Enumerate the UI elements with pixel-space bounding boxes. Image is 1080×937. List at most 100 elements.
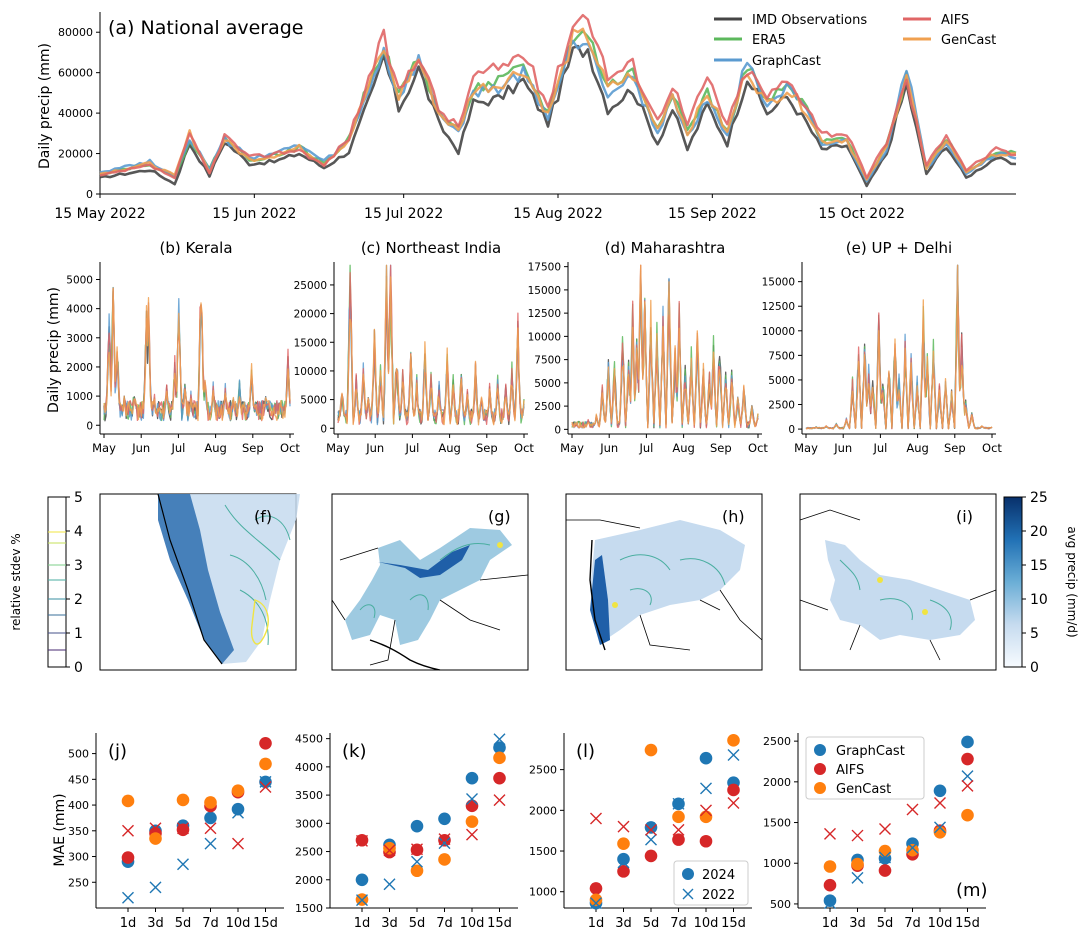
y-tick-label: 0 bbox=[86, 188, 93, 201]
x-tick-label: 15 Aug 2022 bbox=[513, 206, 603, 222]
map-g-northeast: (g) bbox=[331, 493, 529, 671]
relative-stdev-colorbar: 0 1 2 3 4 5 relative stdev % bbox=[9, 490, 83, 676]
y-tick-label: 12500 bbox=[528, 308, 561, 320]
point-graphcast-2024 bbox=[204, 811, 217, 825]
point-gencast-2024 bbox=[149, 832, 162, 845]
point-gencast-2024 bbox=[823, 860, 837, 873]
point-graphcast-2022 bbox=[824, 897, 836, 910]
colorbar-left-label: relative stdev % bbox=[9, 533, 23, 630]
stdev-hotspot bbox=[877, 577, 883, 583]
x-tick-label: 15d bbox=[955, 916, 980, 931]
x-tick-label: 15d bbox=[487, 916, 512, 931]
stdev-hotspot bbox=[922, 609, 928, 615]
series-line-gencast bbox=[571, 264, 759, 429]
point-graphcast-2022 bbox=[383, 878, 396, 891]
panel-k-plot-area: 1500 2000 2500 3000 3500 4000 4500 1d 3d 5d 7d 10d 1… bbox=[295, 733, 518, 931]
y-tick-label: 15000 bbox=[762, 277, 795, 289]
y-tick-label: 17500 bbox=[528, 262, 561, 274]
point-gencast-2024 bbox=[493, 751, 506, 765]
point-aifs-2024 bbox=[823, 878, 837, 892]
precip-field bbox=[590, 520, 745, 640]
legend-marker-aifs bbox=[814, 763, 826, 775]
y-tick-label: 5000 bbox=[66, 274, 93, 286]
map-f-kerala: (f) bbox=[99, 493, 300, 671]
point-gencast-2024 bbox=[121, 794, 135, 808]
x-tick-label: 5d bbox=[643, 916, 660, 931]
point-aifs-2022 bbox=[204, 822, 217, 835]
y-tick-label: 500 bbox=[68, 748, 89, 761]
point-gencast-2024 bbox=[589, 893, 603, 907]
point-aifs-2024 bbox=[493, 771, 506, 785]
x-tick-label: 7d bbox=[436, 916, 453, 931]
point-aifs-2022 bbox=[383, 844, 396, 857]
point-aifs-2022 bbox=[700, 804, 712, 817]
x-tick-label: Jun bbox=[365, 441, 384, 455]
point-aifs-2024 bbox=[438, 833, 451, 847]
x-tick-label: 5d bbox=[175, 916, 192, 931]
point-aifs-2024 bbox=[617, 865, 630, 878]
map-h-label: (h) bbox=[722, 507, 745, 526]
point-graphcast-2024 bbox=[410, 819, 424, 833]
colorbar-right-tick-label: 5 bbox=[1030, 626, 1039, 642]
y-tick-label: 20000 bbox=[58, 148, 93, 161]
point-gencast-2024 bbox=[878, 844, 892, 858]
panel-b-ylabel: Daily precip (mm) bbox=[46, 287, 62, 413]
x-tick-label: Sep bbox=[476, 441, 498, 455]
y-tick-label: 500 bbox=[770, 898, 791, 911]
point-graphcast-2024 bbox=[933, 784, 947, 798]
point-aifs-2024 bbox=[672, 833, 685, 846]
point-aifs-2024 bbox=[644, 849, 658, 863]
point-graphcast-2024 bbox=[231, 802, 245, 816]
panel-d-plot-area: 0 2500 5000 7500 10000 12500 15000 17500 May Jun J… bbox=[528, 262, 769, 455]
point-graphcast-2022 bbox=[879, 851, 891, 864]
colorbar-left-tick-label: 5 bbox=[74, 490, 83, 506]
point-graphcast-2022 bbox=[672, 797, 685, 810]
x-tick-label: 1d bbox=[588, 916, 605, 931]
y-tick-label: 7500 bbox=[768, 350, 795, 362]
point-gencast-2024 bbox=[727, 734, 740, 747]
point-graphcast-2022 bbox=[645, 833, 657, 846]
legend-label-2024: 2024 bbox=[702, 868, 735, 883]
y-tick-label: 1000 bbox=[66, 391, 93, 403]
precip-field-heavy bbox=[378, 545, 470, 578]
point-graphcast-2022 bbox=[617, 856, 630, 869]
x-tick-label: 7d bbox=[202, 916, 219, 931]
point-graphcast-2022 bbox=[851, 871, 864, 884]
y-tick-label: 2500 bbox=[295, 846, 323, 859]
y-tick-label: 2000 bbox=[763, 776, 791, 789]
y-tick-label: 2500 bbox=[534, 401, 561, 413]
panel-a-plot-area: 0 20000 40000 60000 80000 15 May 2022 15 Jun 2… bbox=[54, 12, 1017, 222]
panel-c-title: (c) Northeast India bbox=[361, 239, 501, 257]
y-tick-label: 400 bbox=[68, 799, 89, 812]
point-gencast-2024 bbox=[906, 843, 919, 857]
point-graphcast-2022 bbox=[934, 821, 946, 834]
point-graphcast-2022 bbox=[727, 748, 740, 761]
point-aifs-2022 bbox=[122, 824, 134, 837]
y-tick-label: 2500 bbox=[763, 735, 791, 748]
panel-a-legend: IMD Observations ERA5 GraphCast AIFS Gen… bbox=[714, 13, 996, 69]
x-tick-label: Jul bbox=[170, 441, 185, 455]
point-aifs-2022 bbox=[672, 823, 685, 836]
colorbar-left-tick-label: 0 bbox=[74, 660, 83, 676]
x-tick-label: Oct bbox=[514, 441, 534, 455]
colorbar-left-tick-label: 3 bbox=[74, 558, 83, 574]
legend-label-aifs: AIFS bbox=[941, 13, 969, 28]
point-graphcast-2024 bbox=[438, 812, 451, 826]
x-tick-label: 15 May 2022 bbox=[54, 206, 145, 222]
x-tick-label: 15 Sep 2022 bbox=[668, 206, 757, 222]
stdev-contours bbox=[839, 559, 952, 631]
x-tick-label: Jun bbox=[833, 441, 852, 455]
point-graphcast-2022 bbox=[906, 841, 919, 854]
point-gencast-2024 bbox=[699, 810, 713, 824]
point-aifs-2022 bbox=[617, 820, 630, 833]
y-tick-label: 25000 bbox=[294, 280, 327, 292]
colorbar-right-tick-label: 0 bbox=[1030, 660, 1039, 676]
panel-label: (m) bbox=[956, 880, 988, 901]
point-aifs-2022 bbox=[356, 834, 368, 847]
y-tick-label: 1500 bbox=[763, 817, 791, 830]
y-tick-label: 80000 bbox=[58, 26, 93, 39]
x-tick-label: 3d bbox=[381, 916, 398, 931]
point-aifs-2024 bbox=[961, 752, 974, 766]
y-tick-label: 2500 bbox=[768, 400, 795, 412]
